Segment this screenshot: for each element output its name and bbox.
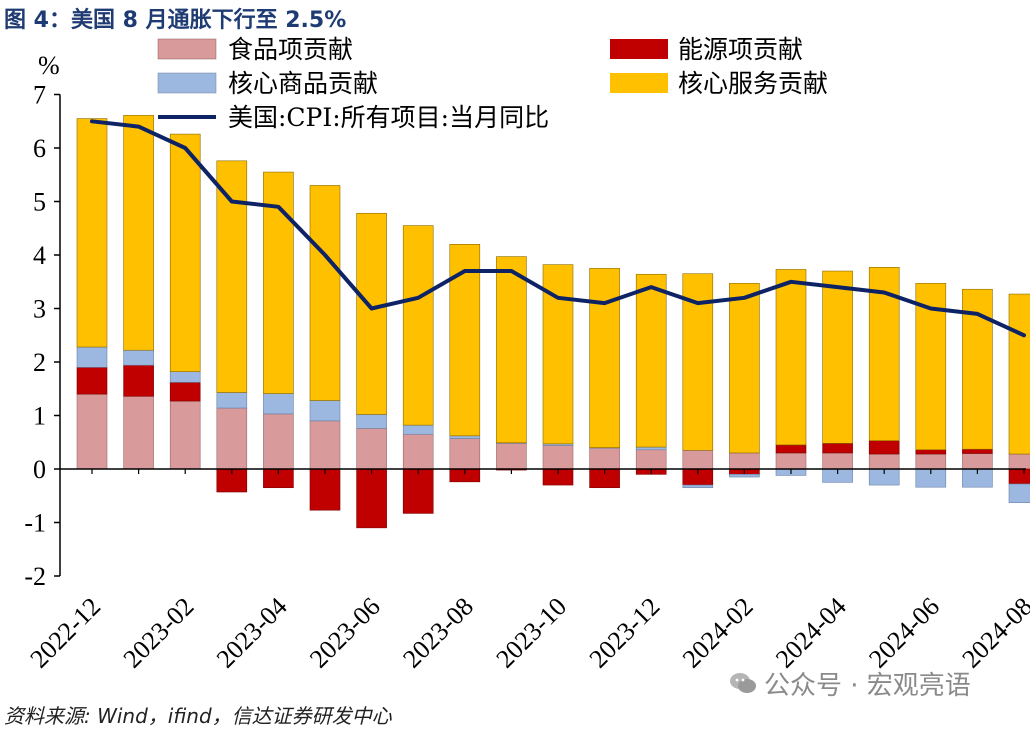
bar-food-2024-07 xyxy=(962,453,992,469)
legend-swatch-energy xyxy=(610,39,668,59)
bar-core_services-2024-04 xyxy=(823,271,853,443)
bar-energy-2023-05 xyxy=(310,469,340,510)
y-tick-label-0: 0 xyxy=(33,455,46,484)
bar-food-2024-03 xyxy=(776,453,806,469)
bar-core_goods-2023-01 xyxy=(124,350,154,365)
bar-food-2024-06 xyxy=(916,454,946,469)
bar-core_goods-2023-03 xyxy=(217,392,247,408)
bar-food-2023-02 xyxy=(170,401,200,469)
y-tick-label-6: 6 xyxy=(33,134,46,163)
bar-core_services-2024-08 xyxy=(1009,294,1030,454)
bar-food-2024-08 xyxy=(1009,454,1030,469)
bar-food-2023-05 xyxy=(310,421,340,469)
bar-energy-2024-07 xyxy=(962,449,992,453)
source-note: 资料来源: Wind，ifind，信达证券研发中心 xyxy=(4,700,392,729)
bar-core_services-2023-11 xyxy=(590,268,620,447)
legend-swatch-core-goods xyxy=(158,73,216,93)
bar-energy-2023-02 xyxy=(170,382,200,401)
bar-core_services-2023-01 xyxy=(124,115,154,350)
bar-core_goods-2023-07 xyxy=(403,425,433,434)
bar-core_goods-2023-05 xyxy=(310,401,340,421)
bar-food-2023-11 xyxy=(590,448,620,469)
bar-food-2023-09 xyxy=(496,443,526,469)
bar-energy-2023-06 xyxy=(357,469,387,528)
bar-food-2022-12 xyxy=(77,394,107,469)
bar-core_goods-2024-02 xyxy=(729,474,759,477)
x-tick-label-2023-02: 2023-02 xyxy=(118,592,200,674)
bar-core_goods-2023-06 xyxy=(357,414,387,428)
bar-core_goods-2023-12 xyxy=(636,447,666,450)
bar-core_goods-2023-04 xyxy=(263,394,293,414)
watermark: 公众号 · 宏观亮语 xyxy=(728,666,971,700)
legend-label-energy: 能源项贡献 xyxy=(678,35,803,64)
legend-label-core-services: 核心服务贡献 xyxy=(678,69,828,98)
x-tick-label-2023-08: 2023-08 xyxy=(397,592,479,674)
y-tick-label-3: 3 xyxy=(33,295,46,324)
bar-core_services-2023-06 xyxy=(357,213,387,414)
bar-food-2023-01 xyxy=(124,396,154,469)
x-tick-label-2023-12: 2023-12 xyxy=(584,592,666,674)
legend-swatch-core-services xyxy=(610,73,668,93)
bar-energy-2024-05 xyxy=(869,441,899,454)
bar-core_services-2023-07 xyxy=(403,226,433,426)
bar-food-2023-03 xyxy=(217,408,247,469)
bar-food-2024-05 xyxy=(869,454,899,469)
legend-label-core-goods: 核心商品贡献 xyxy=(228,69,378,98)
bar-core_goods-2022-12 xyxy=(77,347,107,367)
bar-core_goods-2023-08 xyxy=(450,436,480,439)
y-unit-label: % xyxy=(38,51,60,80)
watermark-text: 公众号 · 宏观亮语 xyxy=(764,665,971,702)
bar-core_goods-2024-01 xyxy=(683,485,713,488)
y-tick-label-5: 5 xyxy=(33,188,46,217)
x-tick-label-2023-04: 2023-04 xyxy=(211,592,293,674)
bar-food-2023-07 xyxy=(403,434,433,469)
bar-core_goods-2023-02 xyxy=(170,372,200,383)
bar-core_services-2024-02 xyxy=(729,283,759,453)
y-tick-label--1: -1 xyxy=(24,509,46,538)
bar-food-2023-10 xyxy=(543,445,573,469)
y-tick-label-2: 2 xyxy=(33,348,46,377)
bar-food-2023-08 xyxy=(450,439,480,469)
y-tick-label-4: 4 xyxy=(33,241,46,270)
bar-core_services-2023-05 xyxy=(310,185,340,400)
bar-energy-2023-01 xyxy=(124,365,154,396)
y-tick-label-1: 1 xyxy=(33,402,46,431)
x-tick-label-2024-06: 2024-06 xyxy=(863,592,945,674)
legend-label-cpi-line: 美国:CPI:所有项目:当月同比 xyxy=(228,103,549,132)
x-tick-label-2024-02: 2024-02 xyxy=(677,592,759,674)
y-tick-label-7: 7 xyxy=(33,81,46,110)
bar-energy-2024-03 xyxy=(776,445,806,453)
bar-food-2023-06 xyxy=(357,428,387,469)
bar-food-2024-01 xyxy=(683,450,713,469)
bar-food-2024-02 xyxy=(729,453,759,469)
bar-food-2023-04 xyxy=(263,414,293,469)
bar-energy-2022-12 xyxy=(77,367,107,394)
bar-energy-2024-06 xyxy=(916,450,946,454)
legend-label-food: 食品项贡献 xyxy=(228,35,353,64)
legend-swatch-food xyxy=(158,39,216,59)
legend: 食品项贡献 能源项贡献 核心商品贡献 核心服务贡献 美国:CPI:所有项目:当月… xyxy=(158,35,828,132)
y-tick-label--2: -2 xyxy=(24,562,46,591)
bar-core_services-2022-12 xyxy=(77,119,107,347)
x-tick-label-2023-06: 2023-06 xyxy=(304,592,386,674)
x-tick-label-2024-04: 2024-04 xyxy=(770,592,852,674)
bar-energy-2024-04 xyxy=(823,443,853,453)
bar-core_services-2024-03 xyxy=(776,269,806,444)
x-tick-label-2022-12: 2022-12 xyxy=(24,592,106,674)
x-tick-label-2023-10: 2023-10 xyxy=(490,592,572,674)
bar-food-2023-12 xyxy=(636,450,666,469)
x-tick-label-2024-08: 2024-08 xyxy=(956,592,1030,674)
bar-core_services-2023-12 xyxy=(636,274,666,447)
bar-energy-2024-08 xyxy=(1009,469,1030,484)
bar-food-2024-04 xyxy=(823,453,853,469)
bar-core_services-2023-09 xyxy=(496,257,526,443)
bar-energy-2023-07 xyxy=(403,469,433,513)
bar-core_services-2023-02 xyxy=(170,134,200,372)
bar-core_services-2023-03 xyxy=(217,161,247,393)
wechat-icon xyxy=(728,668,758,698)
bar-core_goods-2024-08 xyxy=(1009,484,1030,503)
